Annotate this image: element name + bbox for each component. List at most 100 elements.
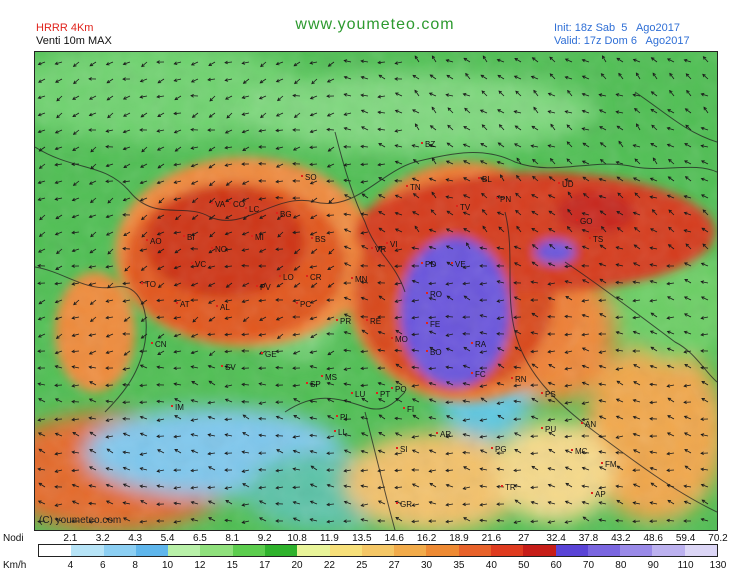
wind-arrow bbox=[446, 179, 454, 182]
wind-arrow-head bbox=[598, 466, 603, 470]
wind-arrow-head bbox=[411, 177, 416, 181]
wind-arrow-head bbox=[89, 96, 93, 100]
wind-arrow bbox=[140, 95, 148, 98]
wind-arrow-head bbox=[156, 60, 160, 64]
wind-arrow bbox=[344, 469, 352, 472]
wind-arrow bbox=[531, 465, 539, 471]
city-marker bbox=[351, 277, 353, 279]
wind-arrow bbox=[327, 415, 335, 420]
wind-arrow-head bbox=[666, 143, 671, 148]
wind-arrow-head bbox=[54, 146, 59, 151]
wind-arrow bbox=[701, 227, 709, 233]
wind-arrow bbox=[565, 449, 573, 454]
kmh-tick: 10 bbox=[161, 560, 174, 571]
wind-arrow-head bbox=[174, 415, 178, 419]
wind-arrow bbox=[55, 129, 63, 134]
wind-arrow bbox=[684, 313, 692, 318]
city-label: FM bbox=[605, 460, 617, 469]
wind-arrow-head bbox=[207, 415, 212, 420]
wind-arrow bbox=[668, 159, 675, 165]
wind-arrow-head bbox=[37, 467, 42, 472]
wind-arrow-head bbox=[292, 332, 297, 337]
wind-arrow-head bbox=[701, 398, 705, 402]
wind-arrow bbox=[123, 231, 131, 236]
wind-arrow-head bbox=[566, 141, 571, 145]
wind-arrow-head bbox=[122, 501, 127, 505]
wind-arrow-head bbox=[683, 384, 688, 388]
wind-arrow bbox=[192, 316, 199, 323]
wind-arrow-head bbox=[582, 176, 587, 181]
wind-arrow-head bbox=[208, 380, 213, 384]
wind-arrow-head bbox=[88, 333, 93, 337]
wind-arrow-head bbox=[275, 61, 280, 66]
wind-arrow bbox=[55, 398, 63, 403]
wind-arrow-head bbox=[140, 164, 144, 168]
wind-arrow-head bbox=[275, 383, 279, 387]
wind-arrow-head bbox=[38, 300, 43, 305]
wind-arrow bbox=[276, 61, 284, 65]
wind-arrow-head bbox=[174, 449, 178, 453]
wind-arrow-head bbox=[343, 262, 348, 266]
wind-arrow bbox=[309, 434, 318, 437]
wind-arrow-head bbox=[343, 126, 348, 131]
wind-arrow-head bbox=[360, 315, 364, 319]
wind-arrow-head bbox=[226, 114, 231, 119]
wind-arrow bbox=[225, 299, 233, 302]
kmh-tick: 130 bbox=[709, 560, 727, 571]
wind-arrow bbox=[89, 248, 97, 254]
wind-arrow-head bbox=[683, 160, 688, 164]
wind-arrow bbox=[565, 280, 573, 284]
wind-arrow bbox=[702, 209, 709, 216]
wind-arrow bbox=[599, 244, 607, 250]
wind-arrow-head bbox=[530, 434, 534, 439]
wind-arrow-head bbox=[360, 383, 364, 388]
wind-arrow-head bbox=[462, 450, 466, 455]
wind-arrow-head bbox=[309, 483, 314, 487]
wind-arrow bbox=[616, 125, 624, 131]
wind-arrow-head bbox=[446, 210, 451, 214]
wind-arrow-head bbox=[530, 280, 535, 284]
wind-arrow bbox=[378, 469, 386, 472]
wind-arrow-head bbox=[564, 350, 569, 354]
wind-arrow bbox=[463, 382, 471, 386]
wind-arrow bbox=[429, 177, 437, 182]
wind-arrow-head bbox=[88, 466, 93, 470]
wind-arrow bbox=[566, 124, 573, 131]
wind-arrow bbox=[701, 468, 709, 471]
wind-arrow bbox=[633, 144, 641, 148]
wind-arrow bbox=[548, 382, 556, 386]
wind-arrow bbox=[395, 129, 403, 132]
wind-arrow bbox=[378, 432, 386, 437]
wind-arrow bbox=[701, 398, 709, 403]
wind-arrow bbox=[140, 112, 148, 118]
wind-arrow-head bbox=[139, 484, 144, 489]
wind-arrow-head bbox=[326, 502, 330, 507]
wind-arrow bbox=[174, 415, 182, 420]
wind-arrow bbox=[616, 57, 624, 63]
city-label: IM bbox=[175, 403, 184, 412]
city-marker bbox=[511, 377, 513, 379]
city-marker bbox=[191, 262, 193, 264]
wind-arrow bbox=[500, 174, 505, 182]
wind-arrow-head bbox=[515, 209, 519, 214]
wind-arrow-head bbox=[395, 329, 400, 334]
wind-arrow bbox=[56, 333, 63, 339]
wind-arrow bbox=[123, 517, 131, 522]
wind-arrow bbox=[429, 144, 437, 148]
city-marker bbox=[558, 182, 560, 184]
wind-arrow-head bbox=[105, 299, 110, 303]
wind-arrow-head bbox=[310, 199, 315, 203]
wind-arrow bbox=[684, 501, 692, 505]
wind-arrow bbox=[395, 517, 403, 522]
wind-arrow-head bbox=[377, 449, 382, 453]
wind-arrow-head bbox=[667, 397, 672, 402]
site-url[interactable]: www.youmeteo.com bbox=[295, 16, 455, 33]
wind-arrow bbox=[412, 247, 420, 250]
wind-arrow-head bbox=[445, 347, 450, 351]
wind-arrow bbox=[667, 144, 675, 148]
wind-arrow-head bbox=[496, 451, 500, 455]
wind-arrow bbox=[107, 282, 114, 289]
wind-arrow bbox=[463, 143, 471, 148]
wind-arrow-head bbox=[157, 113, 161, 117]
wind-arrow-head bbox=[516, 174, 520, 179]
